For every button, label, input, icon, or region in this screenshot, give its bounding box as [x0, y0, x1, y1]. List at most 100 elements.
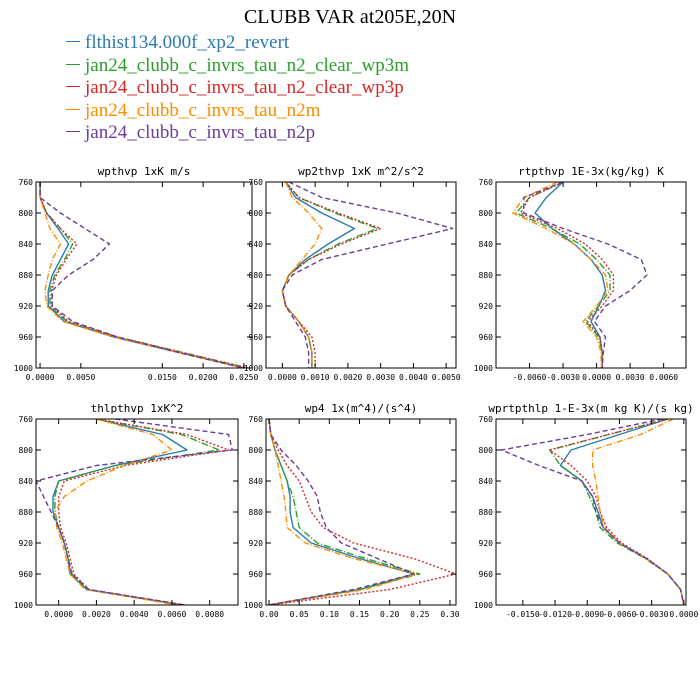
series-line	[268, 419, 456, 605]
y-tick-label: 880	[479, 508, 494, 517]
y-tick-label: 760	[249, 415, 264, 424]
y-tick-label: 880	[479, 271, 494, 280]
y-tick-label: 960	[479, 333, 494, 342]
series-line	[281, 182, 454, 368]
series-line	[515, 182, 611, 368]
chart-panel: thlpthvp 1xK^2 760 800 840 880 920 960 1000 0.00…	[14, 402, 239, 619]
x-tick-label: 0.0000	[669, 610, 698, 619]
y-tick-label: 800	[479, 446, 494, 455]
panel-frame	[265, 181, 457, 369]
series-line	[39, 182, 244, 368]
x-tick-label: 0.0080	[195, 610, 224, 619]
series-line	[512, 182, 609, 368]
y-tick-label: 1000	[244, 364, 263, 373]
series-line	[534, 182, 607, 368]
chart-panel: rtpthvp 1E-3x(kg/kg) K 760 800 840 880 920 960…	[474, 165, 687, 382]
y-tick-label: 800	[479, 209, 494, 218]
legend-item: jan24_clubb_c_invrs_tau_n2m	[66, 100, 409, 123]
panel-frame	[35, 181, 253, 369]
panel-title: wprtpthlp 1-E-3x(m kg K)/(s kg)	[488, 402, 693, 415]
y-tick-label: 960	[249, 333, 264, 342]
panel-title: wp2thvp 1xK m^2/s^2	[298, 165, 424, 178]
x-tick-label: 0.25	[410, 610, 429, 619]
series-line	[268, 419, 421, 605]
panel-frame	[265, 418, 457, 606]
series-line	[54, 419, 178, 605]
y-tick-label: 880	[19, 271, 34, 280]
x-tick-label: 0.0060	[157, 610, 186, 619]
legend-item: jan24_clubb_c_invrs_tau_n2_clear_wp3p	[66, 77, 409, 100]
page-title: CLUBB VAR at205E,20N	[243, 6, 457, 28]
legend-swatch	[66, 63, 80, 65]
y-tick-label: 1000	[244, 601, 263, 610]
y-tick-label: 840	[479, 240, 494, 249]
y-tick-label: 880	[19, 508, 34, 517]
x-tick-label: 0.30	[440, 610, 459, 619]
legend-item: flthist134.000f_xp2_revert	[66, 32, 409, 55]
panel-frame	[495, 181, 687, 369]
series-group	[268, 419, 456, 605]
y-tick-label: 800	[19, 446, 34, 455]
series-line	[39, 182, 249, 368]
y-tick-label: 760	[19, 415, 34, 424]
y-tick-label: 960	[479, 570, 494, 579]
panel-frame	[495, 418, 687, 606]
x-tick-label: -0.0060	[603, 610, 637, 619]
y-tick-label: 760	[249, 178, 264, 187]
y-tick-label: 760	[479, 415, 494, 424]
series-line	[58, 419, 230, 605]
y-tick-label: 920	[249, 539, 264, 548]
x-tick-label: 0.15	[350, 610, 369, 619]
y-tick-label: 1000	[14, 601, 33, 610]
panel-frame	[35, 418, 239, 606]
y-tick-label: 920	[249, 302, 264, 311]
legend-label: jan24_clubb_c_invrs_tau_n2p	[85, 122, 316, 143]
y-tick-label: 800	[249, 209, 264, 218]
y-tick-label: 920	[19, 539, 34, 548]
legend: flthist134.000f_xp2_revert jan24_clubb_c…	[66, 32, 409, 145]
series-group	[39, 182, 249, 368]
series-line	[549, 419, 685, 605]
y-tick-label: 880	[249, 271, 264, 280]
legend-label: flthist134.000f_xp2_revert	[85, 32, 290, 53]
chart-panel: wp4 1x(m^4)/(s^4)76080084088092096010000…	[244, 402, 460, 619]
x-tick-label: 0.0000	[268, 373, 297, 382]
x-tick-label: 0.0000	[582, 373, 611, 382]
legend-label: jan24_clubb_c_invrs_tau_n2_clear_wp3p	[85, 77, 404, 98]
x-tick-label: 0.0040	[399, 373, 428, 382]
legend-swatch	[66, 131, 80, 133]
series-line	[39, 182, 249, 368]
y-tick-label: 840	[19, 240, 34, 249]
series-group	[36, 419, 234, 605]
x-tick-label: -0.0030	[635, 610, 669, 619]
series-group	[512, 182, 648, 368]
x-tick-label: 0.0050	[66, 373, 95, 382]
series-line	[36, 419, 234, 605]
series-line	[54, 419, 220, 605]
x-tick-label: -0.0120	[538, 610, 572, 619]
y-tick-label: 960	[249, 570, 264, 579]
y-tick-label: 920	[19, 302, 34, 311]
x-tick-label: 0.0030	[366, 373, 395, 382]
series-line	[268, 419, 415, 605]
y-tick-label: 760	[479, 178, 494, 187]
y-tick-label: 920	[479, 302, 494, 311]
legend-item: jan24_clubb_c_invrs_tau_n2_clear_wp3m	[66, 55, 409, 78]
x-tick-label: 0.0200	[189, 373, 218, 382]
panel-title: rtpthvp 1E-3x(kg/kg) K	[518, 165, 664, 178]
y-tick-label: 840	[19, 477, 34, 486]
x-tick-label: 0.0000	[44, 610, 73, 619]
y-tick-label: 960	[19, 333, 34, 342]
y-tick-label: 760	[19, 178, 34, 187]
x-tick-label: 0.0250	[229, 373, 258, 382]
legend-label: jan24_clubb_c_invrs_tau_n2_clear_wp3m	[85, 54, 409, 76]
x-tick-label: 0.0040	[120, 610, 149, 619]
y-tick-label: 1000	[474, 364, 493, 373]
legend-swatch	[66, 86, 80, 88]
series-line	[281, 182, 382, 368]
y-tick-label: 840	[249, 477, 264, 486]
x-tick-label: -0.0030	[546, 373, 580, 382]
y-tick-label: 1000	[14, 364, 33, 373]
panel-title: wpthvp 1xK m/s	[98, 165, 191, 178]
